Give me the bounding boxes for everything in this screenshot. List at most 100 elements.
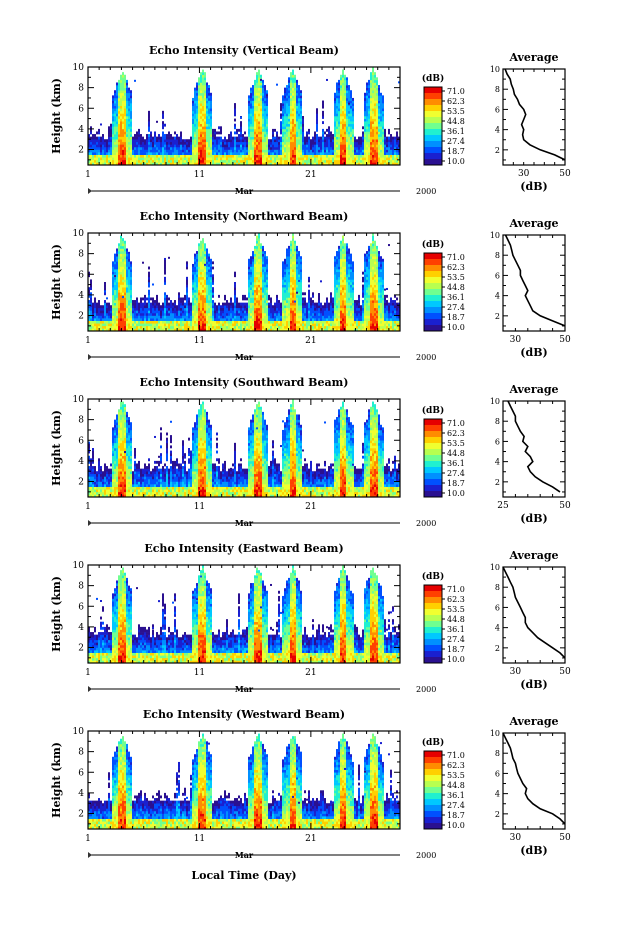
x-tick-label: 1	[85, 834, 91, 844]
colorbar-swatch	[424, 591, 442, 597]
heatmap-cells	[88, 233, 400, 331]
colorbar-swatch	[424, 621, 442, 627]
avg-y-tick-label: 4	[495, 790, 500, 799]
colorbar: (dB)71.062.353.544.836.127.418.710.0	[422, 737, 465, 830]
year-label: 2000	[416, 851, 436, 860]
colorbar-swatch	[424, 105, 442, 111]
colorbar-swatch	[424, 657, 442, 663]
colorbar-label: 62.3	[447, 97, 465, 106]
avg-y-tick-label: 2	[495, 644, 500, 653]
colorbar-swatch	[424, 597, 442, 603]
colorbar-swatch	[424, 757, 442, 763]
colorbar-swatch	[424, 283, 442, 289]
colorbar-label: 10.0	[447, 489, 465, 498]
avg-x-tick-label: 30	[510, 833, 522, 843]
colorbar-label: 71.0	[447, 419, 465, 428]
y-tick-label: 8	[78, 250, 84, 260]
colorbar-swatch	[424, 129, 442, 135]
colorbar-swatch	[424, 111, 442, 117]
colorbar-swatch	[424, 87, 442, 93]
colorbar-label: 44.8	[447, 781, 465, 790]
colorbar-swatch	[424, 141, 442, 147]
x-tick-label: 11	[194, 170, 205, 180]
avg-x-tick-label: 50	[559, 335, 571, 345]
colorbar-swatch	[424, 799, 442, 805]
y-tick-label: 8	[78, 84, 84, 94]
avg-x-axis-label: (dB)	[520, 346, 547, 359]
colorbar-swatch	[424, 271, 442, 277]
colorbar-swatch	[424, 277, 442, 283]
colorbar-swatch	[424, 99, 442, 105]
y-tick-label: 2	[78, 644, 84, 654]
colorbar-label: 44.8	[447, 283, 465, 292]
avg-x-tick-label: 50	[559, 501, 571, 511]
panel-title: Echo Intensity (Southward Beam)	[140, 376, 349, 389]
avg-x-tick-label: 30	[510, 335, 522, 345]
colorbar-swatch	[424, 147, 442, 153]
colorbar-swatch	[424, 123, 442, 129]
avg-y-tick-label: 4	[495, 624, 500, 633]
average-title: Average	[508, 715, 558, 728]
colorbar-label: 18.7	[447, 147, 465, 156]
colorbar-swatch	[424, 313, 442, 319]
x-tick-label: 11	[194, 336, 205, 346]
colorbar-swatch	[424, 751, 442, 757]
colorbar-label: 53.5	[447, 439, 465, 448]
colorbar-swatch	[424, 763, 442, 769]
x-axis-label: Local Time (Day)	[191, 869, 296, 882]
colorbar-swatch	[424, 307, 442, 313]
colorbar-label: 10.0	[447, 323, 465, 332]
colorbar-label: 36.1	[447, 791, 465, 800]
colorbar-swatch	[424, 117, 442, 123]
colorbar-label: 62.3	[447, 761, 465, 770]
colorbar-swatch	[424, 443, 442, 449]
year-label: 2000	[416, 187, 436, 196]
avg-y-tick-label: 2	[495, 810, 500, 819]
avg-x-tick-label: 30	[510, 667, 522, 677]
y-axis-label: Height (km)	[50, 742, 63, 818]
colorbar-label: 27.4	[447, 469, 465, 478]
colorbar-label: 62.3	[447, 429, 465, 438]
y-tick-label: 10	[73, 395, 85, 405]
x-tick-label: 1	[85, 336, 91, 346]
colorbar-swatch	[424, 769, 442, 775]
average-profile-line	[503, 733, 565, 824]
y-tick-label: 6	[78, 602, 84, 612]
x-tick-label: 21	[305, 834, 316, 844]
avg-y-tick-label: 2	[495, 312, 500, 321]
y-tick-label: 4	[78, 457, 84, 467]
colorbar: (dB)71.062.353.544.836.127.418.710.0	[422, 571, 465, 664]
colorbar-label: 27.4	[447, 801, 465, 810]
colorbar: (dB)71.062.353.544.836.127.418.710.0	[422, 239, 465, 332]
avg-y-tick-label: 2	[495, 478, 500, 487]
colorbar-swatch	[424, 425, 442, 431]
colorbar-label: 10.0	[447, 157, 465, 166]
colorbar-title: (dB)	[422, 405, 444, 416]
x-tick-label: 21	[305, 502, 316, 512]
colorbar-label: 53.5	[447, 273, 465, 282]
heatmap-cells	[88, 565, 400, 663]
colorbar-label: 62.3	[447, 263, 465, 272]
colorbar-swatch	[424, 301, 442, 307]
month-label: Mar	[235, 518, 254, 528]
heatmap-cells	[88, 67, 400, 165]
colorbar-label: 53.5	[447, 605, 465, 614]
colorbar-title: (dB)	[422, 239, 444, 250]
average-title: Average	[508, 51, 558, 64]
colorbar-label: 18.7	[447, 479, 465, 488]
panel-title: Echo Intensity (Vertical Beam)	[149, 44, 339, 57]
y-tick-label: 6	[78, 436, 84, 446]
colorbar-swatch	[424, 651, 442, 657]
avg-y-tick-label: 8	[495, 417, 500, 426]
colorbar-swatch	[424, 461, 442, 467]
colorbar-label: 10.0	[447, 821, 465, 830]
colorbar-label: 53.5	[447, 771, 465, 780]
colorbar: (dB)71.062.353.544.836.127.418.710.0	[422, 405, 465, 498]
panel-title: Echo Intensity (Westward Beam)	[143, 708, 345, 721]
avg-x-tick-label: 25	[497, 501, 509, 511]
panel-title: Echo Intensity (Northward Beam)	[140, 210, 349, 223]
